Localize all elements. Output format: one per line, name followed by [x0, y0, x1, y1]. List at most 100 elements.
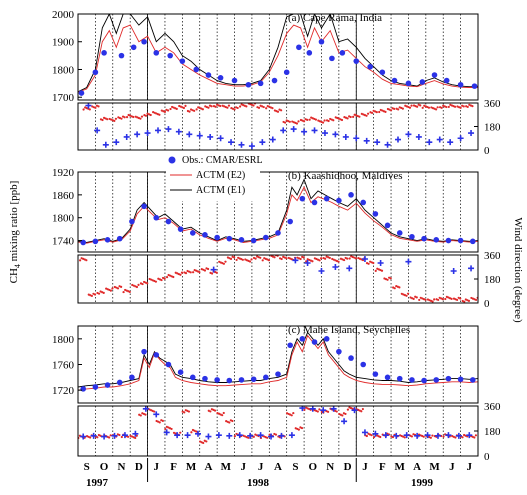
obs-wind-mark [342, 133, 349, 140]
series-e1-line [78, 331, 478, 388]
wind-dot [209, 410, 212, 413]
month-label: A [204, 461, 212, 473]
y-tick-label: 1800 [52, 213, 75, 225]
wind-dot [193, 109, 196, 112]
wind-dot [288, 120, 291, 123]
y-tick-label: 1800 [52, 64, 75, 76]
obs-wind-mark [217, 135, 224, 142]
obs-wind-mark [447, 139, 454, 146]
year-label: 1999 [411, 477, 434, 489]
obs-wind-mark [301, 128, 308, 135]
wind-dot [401, 107, 404, 110]
obs-point [296, 44, 302, 51]
wind-dot [410, 435, 414, 438]
wind-dot [349, 115, 352, 119]
panel-frame [77, 171, 479, 253]
wind-dot [228, 421, 231, 424]
obs-point [419, 79, 426, 85]
wind-dot [342, 258, 346, 262]
wind-dot [297, 120, 300, 123]
wind-dot [233, 435, 236, 438]
obs-wind-mark [269, 136, 276, 143]
obs-point [141, 38, 147, 45]
obs-wind-mark [144, 130, 151, 137]
legend-e2-label: ACTM (E2) [196, 170, 245, 181]
wind-dot [360, 410, 363, 413]
obs-point [214, 377, 220, 383]
panel-frame [77, 254, 479, 304]
obs-wind-mark [123, 133, 130, 140]
wind-dot [318, 408, 321, 411]
wind-dot [94, 106, 97, 109]
wind-dot [302, 256, 305, 259]
y-tick-label: 1760 [52, 360, 75, 372]
obs-point [189, 374, 196, 381]
wind-dot [172, 275, 175, 279]
wind-dot [397, 108, 400, 111]
obs-wind-mark [321, 130, 328, 137]
obs-point [409, 233, 415, 240]
month-label: J [362, 461, 368, 473]
wind-dot [140, 115, 144, 118]
wind-dot [354, 257, 358, 260]
wind-dot [406, 292, 410, 295]
wind-dot [332, 119, 335, 122]
obs-point [445, 237, 452, 244]
obs-point [348, 192, 354, 198]
wind-dot [96, 436, 99, 439]
wind-dot [222, 411, 225, 415]
panel-b-ch4: 1740 1800 1860 1920 (b) Kaashidhoo, Maldives [52, 167, 479, 253]
wind-dot [280, 257, 283, 261]
wind-dot [261, 259, 264, 262]
obs-point [104, 382, 111, 388]
obs-point [275, 371, 281, 377]
wind-dot [109, 289, 112, 292]
panel-title: (c) Mahe Island, Seychelles [288, 324, 410, 336]
wind-dot [233, 108, 236, 111]
wind-dot [97, 105, 100, 108]
obs-point [445, 375, 452, 382]
obs-point [339, 50, 346, 56]
obs-point [226, 235, 233, 242]
obs-point [179, 58, 186, 64]
wind-dot [415, 296, 418, 299]
wind-dot [205, 440, 208, 443]
wind-dot [320, 257, 323, 260]
wind-dot [337, 260, 340, 263]
month-label: M [429, 461, 440, 473]
wind-dot [215, 271, 218, 274]
ylabel-base: CH [8, 268, 20, 283]
wind-dot [182, 106, 186, 110]
month-label: J [467, 461, 473, 473]
wind-dot [295, 122, 299, 125]
obs-wind-mark [405, 131, 412, 138]
obs-point [469, 377, 476, 383]
wind-dot [202, 441, 205, 445]
y-tick-label: 0 [484, 145, 490, 157]
wind-dot [154, 280, 158, 283]
panel-b-wind: 0 180 360 [77, 250, 501, 310]
wind-dot [250, 258, 253, 261]
y-tick-label: 1800 [52, 334, 75, 346]
wind-dot [474, 434, 478, 437]
month-label: N [118, 461, 126, 473]
wind-dot [340, 118, 344, 122]
obs-point [275, 230, 281, 236]
obs-wind-mark [374, 139, 381, 146]
panel-c-ch4: 1720 1760 1800 (c) Mahe Island, Seychelles [52, 324, 479, 404]
wind-dot [306, 118, 309, 121]
obs-point [323, 195, 330, 202]
obs-wind-mark [320, 407, 327, 414]
wind-dot [259, 256, 262, 259]
wind-dot [274, 433, 278, 436]
wind-dot [450, 297, 453, 300]
obs-point [353, 58, 360, 64]
obs-point [238, 237, 245, 243]
wind-dot [201, 108, 204, 111]
obs-wind-mark [457, 135, 464, 142]
obs-point [141, 348, 147, 355]
obs-point [299, 195, 306, 202]
obs-point [263, 234, 269, 241]
obs-point [165, 361, 172, 368]
plot-area-a-wind [82, 103, 475, 150]
